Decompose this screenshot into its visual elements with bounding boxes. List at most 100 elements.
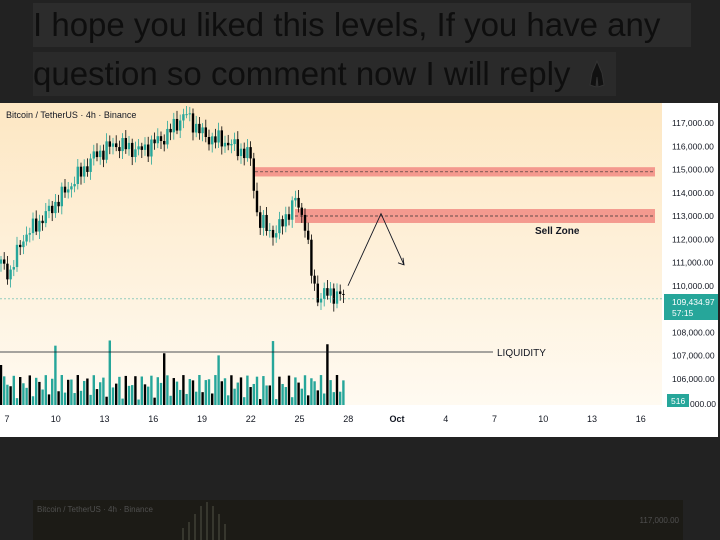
volume-bar [243, 397, 246, 405]
candle-body [166, 128, 169, 145]
volume-bar [195, 391, 198, 405]
candle-body [223, 142, 227, 147]
projection-arrowhead [397, 257, 405, 266]
candle-body [329, 288, 332, 296]
candle-body [150, 139, 153, 157]
candle-body [12, 267, 15, 270]
volume-bar [143, 384, 147, 405]
volume-bar [15, 398, 19, 405]
x-tick-label: 7 [4, 414, 9, 424]
volume-bar [255, 376, 259, 405]
candle-body [326, 288, 329, 296]
volume-bar [121, 398, 124, 405]
liquidity-label: LIQUIDITY [497, 348, 546, 359]
candle-body [143, 144, 147, 150]
x-tick-label: 16 [636, 414, 646, 424]
volume-bar [35, 377, 38, 405]
candle-body [275, 233, 278, 238]
plot-area [0, 103, 662, 405]
volume-bar [6, 384, 9, 405]
volume-bar [89, 394, 92, 405]
candle-body [86, 166, 89, 172]
volume-bar [198, 375, 201, 405]
volume-bar [329, 380, 332, 405]
y-tick-label: 116,000.00 [672, 141, 714, 151]
candle-body [207, 136, 211, 145]
y-tick-partial: 000.00 [690, 399, 716, 409]
candle-body [179, 120, 182, 131]
bottom-chart-preview: Bitcoin / TetherUS · 4h · Binance 117,00… [33, 500, 683, 540]
volume-bar [316, 390, 319, 405]
candle-body [25, 234, 28, 242]
candle-body [259, 212, 262, 228]
volume-bar [307, 395, 310, 405]
candle-body [227, 142, 230, 146]
candle-body [159, 136, 163, 142]
volume-bar [12, 375, 15, 405]
candle-body [297, 197, 300, 208]
candle-body [19, 244, 22, 248]
candle-body [63, 186, 67, 193]
volume-bar [156, 377, 159, 405]
candle-body [316, 283, 319, 303]
candle-body [153, 139, 156, 144]
volume-bar [191, 380, 195, 405]
volume-bar [57, 391, 60, 405]
volume-bar [54, 345, 57, 405]
volume-bar [3, 376, 6, 405]
volume-bar [70, 379, 73, 405]
candle-body [15, 244, 19, 268]
x-tick-label: Oct [389, 414, 404, 424]
x-tick-label: 19 [197, 414, 207, 424]
volume-bar [259, 399, 262, 405]
candle-body [156, 136, 159, 144]
price-chart[interactable]: 117,000.00 116,000.00 115,000.00 114,000.00… [0, 103, 718, 437]
volume-bar [44, 375, 47, 405]
candle-body [127, 142, 131, 150]
candle-body [246, 147, 249, 159]
y-tick-label: 117,000.00 [672, 118, 714, 128]
volume-bar [291, 397, 294, 405]
volume-bar [92, 375, 95, 405]
candle-body [38, 220, 41, 232]
volume-bar [268, 385, 271, 405]
volume-bar [134, 376, 137, 405]
candle-body [191, 113, 195, 133]
candle-body [201, 127, 204, 134]
sell-zone-label: Sell Zone [535, 226, 580, 237]
volume-bar [118, 376, 121, 405]
volume-bar [47, 394, 51, 405]
y-tick-label: 112,000.00 [672, 234, 714, 244]
candle-body [92, 151, 95, 159]
candle-body [9, 269, 12, 280]
volume-bar [102, 377, 105, 405]
candle-body [115, 143, 118, 148]
volume-bar [169, 395, 172, 405]
candle-body [182, 114, 185, 121]
candle-body [265, 214, 268, 231]
candle-body [287, 214, 291, 220]
candle-body [281, 219, 284, 227]
candle-body [105, 141, 108, 160]
x-tick-label: 10 [51, 414, 61, 424]
current-price: 109,434.97 [672, 297, 715, 307]
volume-bar [147, 386, 150, 405]
volume-bar [319, 375, 323, 405]
volume-bar [172, 378, 175, 405]
candle-body [214, 136, 217, 143]
chart-card: 117,000.00 116,000.00 115,000.00 114,000.00… [0, 103, 718, 437]
volume-bar [51, 378, 54, 405]
price-axis [662, 103, 718, 437]
candle-body [137, 146, 140, 150]
volume-bar [201, 392, 204, 405]
volume-bar [76, 375, 79, 405]
candle-body [131, 142, 134, 157]
candle-body [342, 293, 345, 295]
candle-body [323, 288, 326, 299]
volume-bar [265, 385, 268, 405]
volume-bar [281, 383, 284, 405]
x-tick-label: 16 [148, 414, 158, 424]
candle-body [47, 205, 51, 212]
volume-bar [163, 353, 166, 405]
volume-bar [60, 375, 63, 405]
